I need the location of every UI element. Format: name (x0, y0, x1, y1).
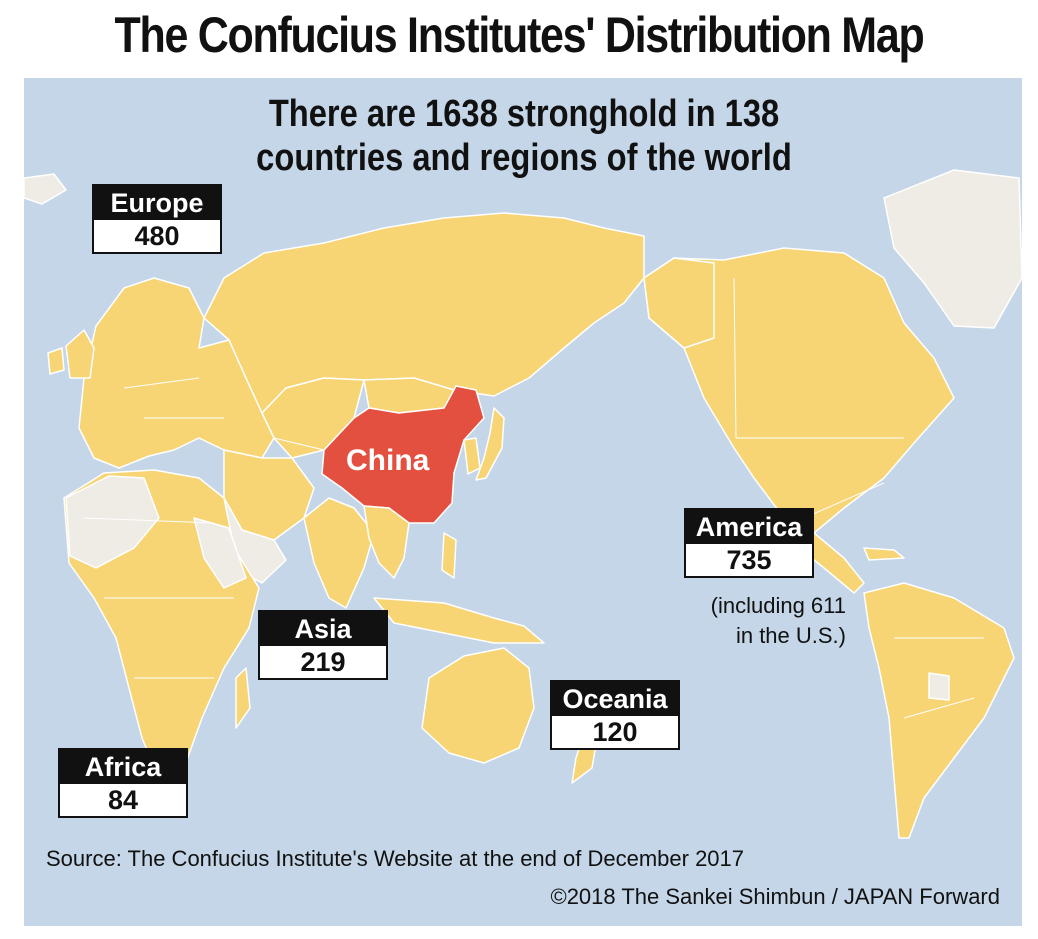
ireland-shape (47, 347, 65, 375)
indonesia-shape (373, 597, 545, 644)
caribbean-shape (863, 547, 905, 561)
north-america-shape (643, 247, 955, 534)
china-shape (321, 385, 485, 524)
asia-name: Asia (260, 612, 386, 646)
philippines-shape (441, 532, 457, 579)
america-count: 735 (726, 545, 772, 575)
japan-shape (475, 407, 505, 481)
greenland-shape (883, 169, 1022, 329)
america-label-box: America 735 (684, 508, 814, 578)
australia-shape (421, 647, 535, 764)
copyright-credit: ©2018 The Sankei Shimbun / JAPAN Forward (550, 884, 1000, 909)
alaska-shape (643, 257, 715, 349)
america-note: (including 611 in the U.S.) (656, 591, 846, 651)
america-name: America (686, 510, 812, 544)
uk-shape (65, 329, 95, 379)
india-shape (303, 497, 375, 609)
sahara-shape (65, 475, 160, 569)
africa-name: Africa (60, 750, 186, 784)
oceania-name: Oceania (552, 682, 678, 716)
southeast-asia-shape (363, 505, 410, 579)
asia-label-box: Asia 219 (258, 610, 388, 680)
world-map: There are 1638 stronghold in 138 countri… (24, 78, 1022, 926)
america-note-line-2: in the U.S.) (735, 623, 846, 648)
america-note-line-1: (including 611 (710, 593, 846, 618)
africa-horn-shape (193, 517, 247, 589)
south-america-shape (863, 582, 1015, 839)
madagascar-shape (235, 667, 251, 729)
subtitle-line-1: There are 1638 stronghold in 138 (268, 93, 780, 135)
africa-count: 84 (107, 785, 139, 815)
europe-name: Europe (94, 186, 220, 220)
map-graphic (24, 169, 1022, 839)
paraguay-shape (928, 672, 950, 701)
map-subtitle: There are 1638 stronghold in 138 countri… (214, 92, 833, 180)
europe-label-box: Europe 480 (92, 184, 222, 254)
europe-count: 480 (134, 221, 180, 251)
asia-count: 219 (300, 647, 346, 677)
iceland-shape (24, 173, 67, 205)
korea-shape (463, 437, 481, 475)
source-note: Source: The Confucius Institute's Websit… (46, 846, 745, 871)
china-label: China (346, 444, 430, 477)
oceania-label-box: Oceania 120 (550, 680, 680, 750)
subtitle-line-2: countries and regions of the world (256, 137, 792, 179)
map-title: The Confucius Institutes' Distribution M… (114, 7, 925, 63)
africa-label-box: Africa 84 (58, 748, 188, 818)
oceania-count: 120 (592, 717, 638, 747)
